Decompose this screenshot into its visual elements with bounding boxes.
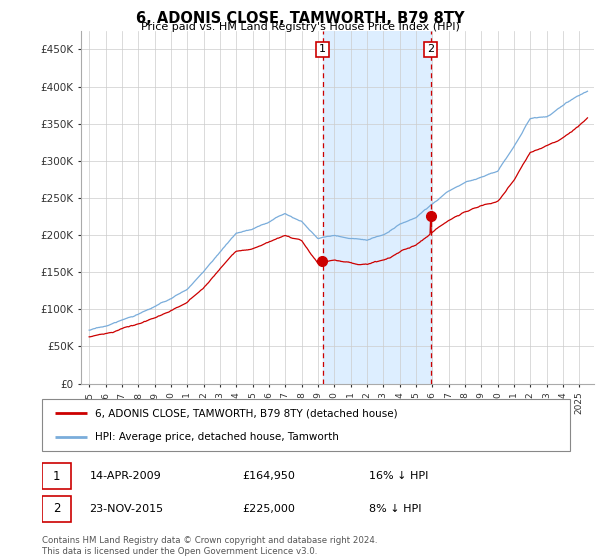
Text: 2: 2 (53, 502, 60, 515)
Text: 14-APR-2009: 14-APR-2009 (89, 471, 161, 481)
FancyBboxPatch shape (42, 399, 570, 451)
Text: 2: 2 (427, 44, 434, 54)
Text: 1: 1 (319, 44, 326, 54)
Text: 1: 1 (53, 469, 60, 483)
Text: 16% ↓ HPI: 16% ↓ HPI (370, 471, 429, 481)
Text: 8% ↓ HPI: 8% ↓ HPI (370, 504, 422, 514)
Bar (323, 31, 431, 384)
Text: 6, ADONIS CLOSE, TAMWORTH, B79 8TY: 6, ADONIS CLOSE, TAMWORTH, B79 8TY (136, 11, 464, 26)
Text: £164,950: £164,950 (242, 471, 296, 481)
FancyBboxPatch shape (42, 463, 71, 489)
Text: Price paid vs. HM Land Registry's House Price Index (HPI): Price paid vs. HM Land Registry's House … (140, 22, 460, 32)
Text: 23-NOV-2015: 23-NOV-2015 (89, 504, 164, 514)
Text: £225,000: £225,000 (242, 504, 296, 514)
Text: HPI: Average price, detached house, Tamworth: HPI: Average price, detached house, Tamw… (95, 432, 338, 442)
Text: 6, ADONIS CLOSE, TAMWORTH, B79 8TY (detached house): 6, ADONIS CLOSE, TAMWORTH, B79 8TY (deta… (95, 408, 397, 418)
Text: Contains HM Land Registry data © Crown copyright and database right 2024.
This d: Contains HM Land Registry data © Crown c… (42, 536, 377, 556)
FancyBboxPatch shape (42, 496, 71, 522)
